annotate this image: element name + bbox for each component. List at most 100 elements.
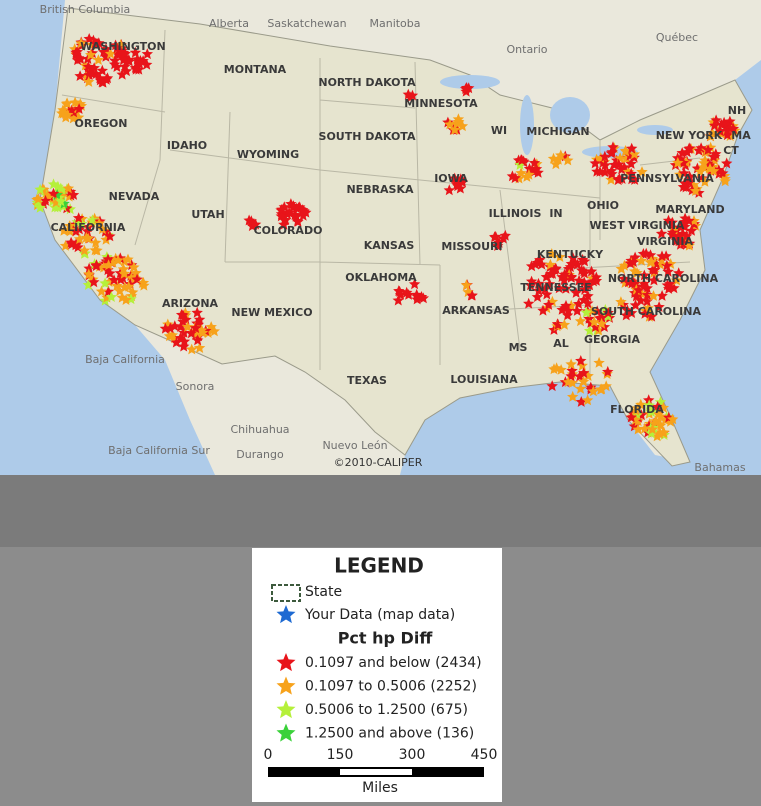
- data-star: [625, 158, 637, 169]
- region-label: Durango: [236, 448, 284, 461]
- data-star: [55, 182, 67, 194]
- legend-star: [276, 605, 296, 624]
- data-star: [541, 288, 553, 300]
- data-star: [666, 216, 678, 228]
- data-star: [78, 244, 91, 256]
- state-label: IDAHO: [167, 139, 207, 152]
- data-star: [186, 343, 198, 355]
- legend-class: 0.5006 to 1.2500 (675): [305, 702, 468, 718]
- data-star: [57, 104, 69, 116]
- data-star: [456, 176, 469, 188]
- data-star: [117, 46, 130, 58]
- state-label: PENNSYLVANIA: [620, 172, 714, 185]
- state-label: LOUISIANA: [450, 373, 518, 386]
- data-star: [596, 383, 608, 395]
- data-star: [452, 113, 465, 125]
- state-label: NORTH DAKOTA: [318, 76, 416, 89]
- data-star: [178, 335, 191, 347]
- data-star: [58, 106, 70, 118]
- data-star: [191, 306, 203, 318]
- data-star: [641, 289, 654, 300]
- data-star: [548, 324, 560, 335]
- lake: [520, 95, 534, 155]
- scale-tick: 300: [399, 747, 426, 763]
- state-label: SOUTH DAKOTA: [319, 130, 416, 143]
- state-label: WI: [491, 124, 507, 137]
- data-star: [101, 72, 114, 84]
- data-star: [32, 193, 44, 204]
- data-star: [562, 154, 574, 166]
- data-star: [618, 273, 630, 284]
- data-star: [92, 54, 105, 65]
- data-star: [580, 306, 592, 318]
- data-star: [654, 258, 667, 270]
- data-star: [600, 380, 612, 392]
- state-label: TEXAS: [347, 374, 387, 387]
- data-star: [137, 276, 150, 288]
- legend-star: [276, 653, 296, 672]
- state-label: CALIFORNIA: [51, 221, 126, 234]
- data-star: [543, 299, 555, 310]
- data-star: [652, 408, 664, 420]
- data-star: [193, 313, 206, 325]
- state-label: ILLINOIS: [489, 207, 542, 220]
- data-star: [587, 385, 600, 397]
- data-star: [585, 265, 598, 277]
- data-star: [583, 279, 596, 291]
- data-star: [523, 168, 535, 180]
- data-star: [275, 210, 287, 222]
- data-star: [88, 276, 100, 288]
- data-star: [58, 224, 70, 236]
- data-star: [582, 297, 594, 309]
- data-star: [128, 261, 140, 273]
- region-label: Sonora: [176, 380, 215, 393]
- data-star: [85, 49, 97, 60]
- data-star: [673, 267, 685, 279]
- data-star: [602, 307, 614, 318]
- state-label: MS: [509, 341, 528, 354]
- data-star: [175, 321, 187, 332]
- data-star: [443, 184, 455, 196]
- data-star: [516, 154, 528, 166]
- data-star: [681, 146, 693, 158]
- data-star: [118, 52, 130, 64]
- data-star: [699, 176, 711, 187]
- data-star: [460, 279, 473, 291]
- state-label: TENNESSEE: [520, 281, 591, 294]
- data-star: [102, 253, 114, 265]
- data-star: [685, 224, 698, 236]
- region-label: Baja California: [85, 353, 165, 366]
- data-star: [615, 296, 627, 307]
- data-star: [189, 322, 202, 334]
- data-star: [648, 274, 660, 286]
- data-star: [58, 197, 70, 209]
- data-star: [586, 305, 598, 317]
- data-star: [689, 185, 702, 196]
- lake: [440, 75, 500, 89]
- region-label: Alberta: [209, 17, 249, 30]
- data-star: [181, 321, 194, 332]
- data-star: [649, 415, 662, 427]
- data-star: [67, 189, 80, 200]
- data-star: [724, 115, 736, 127]
- data-star: [613, 173, 626, 184]
- data-star: [86, 47, 98, 59]
- data-star: [571, 305, 583, 316]
- data-star: [558, 268, 571, 280]
- data-star: [654, 427, 666, 439]
- data-star: [166, 329, 178, 341]
- data-star: [531, 291, 544, 302]
- data-star: [589, 321, 602, 332]
- data-star: [118, 267, 130, 279]
- data-star: [625, 307, 638, 318]
- data-star: [574, 382, 587, 394]
- data-star: [582, 370, 594, 381]
- state-label: NORTH CAROLINA: [608, 272, 719, 285]
- data-star: [65, 236, 77, 248]
- data-star: [710, 114, 722, 126]
- data-star: [112, 254, 124, 266]
- data-star: [493, 237, 505, 248]
- data-star: [444, 118, 456, 130]
- data-star: [608, 159, 621, 170]
- data-star: [73, 223, 86, 235]
